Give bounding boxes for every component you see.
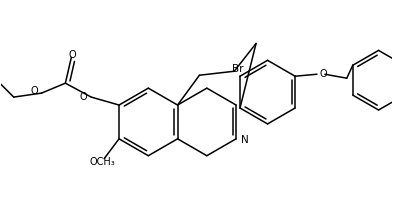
Text: OCH₃: OCH₃	[89, 157, 115, 167]
Text: O: O	[80, 92, 87, 102]
Text: O: O	[31, 86, 39, 96]
Text: O: O	[68, 50, 76, 60]
Text: N: N	[241, 135, 249, 145]
Text: Br: Br	[232, 64, 244, 74]
Text: O: O	[320, 69, 327, 79]
